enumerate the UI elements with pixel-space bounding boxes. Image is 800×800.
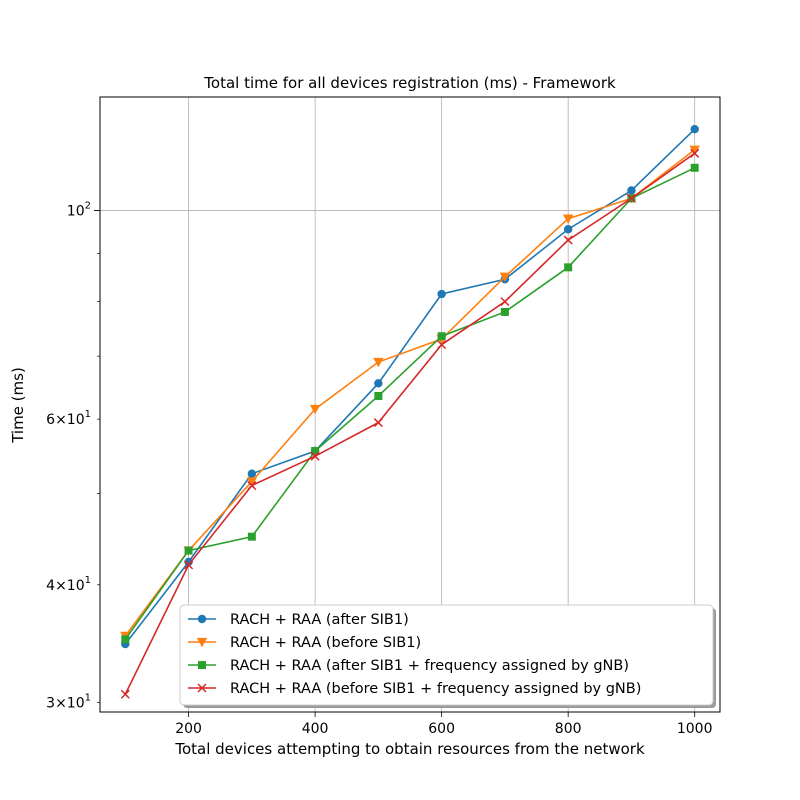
data-point (184, 560, 194, 570)
data-point (500, 297, 510, 307)
y-axis-title: Time (ms) (9, 367, 27, 444)
x-tick-label: 1000 (677, 721, 713, 737)
legend-entry: RACH + RAA (after SIB1 + frequency assig… (188, 658, 629, 674)
y-tick-label: 3×101 (46, 692, 91, 711)
data-point (247, 532, 256, 541)
data-point (309, 404, 321, 415)
data-point (690, 148, 700, 158)
data-point (562, 214, 574, 224)
data-point (374, 391, 383, 400)
data-point (120, 689, 130, 699)
y-tick-exp: 1 (85, 692, 91, 703)
series-4 (120, 148, 700, 699)
y-tick-base: 6 (46, 412, 55, 428)
y-tick-base: 4 (46, 578, 55, 594)
series-1 (121, 124, 699, 649)
legend-marker (197, 683, 207, 693)
y-tick-mult: × (55, 578, 67, 594)
y-tick-exp: 2 (85, 200, 91, 211)
data-point (121, 635, 130, 644)
y-tick-label: 4×101 (46, 575, 91, 594)
data-point (373, 357, 384, 368)
series-line (124, 167, 696, 640)
data-point (563, 225, 573, 234)
legend-label: RACH + RAA (after SIB1 + frequency assig… (230, 658, 629, 674)
y-tick-label: 102 (67, 200, 91, 219)
data-point (311, 447, 320, 456)
series-line (124, 152, 696, 695)
series-line (124, 149, 696, 637)
x-tick-label: 200 (175, 721, 202, 737)
series-2 (120, 145, 700, 642)
data-point (310, 451, 320, 461)
data-point (499, 272, 511, 283)
chart-title: Total time for all devices registration … (203, 74, 616, 92)
data-point (374, 379, 383, 388)
legend-marker (198, 661, 206, 669)
series-3 (121, 163, 699, 644)
data-point (500, 307, 509, 316)
data-point (246, 477, 258, 487)
x-tick-label: 400 (302, 721, 329, 737)
legend-entry: RACH + RAA (after SIB1) (188, 612, 409, 628)
data-point (564, 263, 573, 272)
data-point (247, 469, 257, 478)
legend-marker (197, 614, 207, 624)
x-axis-title: Total devices attempting to obtain resou… (174, 740, 645, 758)
data-point (184, 546, 193, 555)
legend-label: RACH + RAA (before SIB1 + frequency assi… (230, 681, 641, 697)
data-point (690, 163, 699, 172)
y-tick-base: 3 (46, 695, 55, 711)
data-point (563, 235, 573, 245)
y-tick-pow: 10 (67, 578, 85, 594)
data-point (437, 332, 446, 341)
legend-entry: RACH + RAA (before SIB1 + frequency assi… (188, 681, 641, 697)
data-point (437, 340, 447, 350)
legend-label: RACH + RAA (after SIB1) (230, 612, 409, 628)
series-layer (120, 124, 700, 699)
data-point (437, 289, 446, 299)
legend-entry: RACH + RAA (before SIB1) (188, 635, 421, 651)
plot-frame (99, 96, 721, 713)
legend-label: RACH + RAA (before SIB1) (230, 635, 421, 651)
data-point (247, 481, 257, 491)
y-tick-mult: × (55, 695, 67, 711)
x-axis: 200 400 600 800 1000 (175, 712, 713, 737)
y-tick-pow: 10 (67, 203, 85, 219)
data-point (690, 124, 699, 134)
y-tick-exp: 1 (85, 575, 91, 586)
legend-marker (196, 637, 208, 648)
data-point (689, 145, 700, 155)
x-tick-label: 600 (428, 721, 455, 737)
series-line (124, 128, 696, 645)
x-tick-label: 800 (555, 721, 582, 737)
y-tick-pow: 10 (67, 412, 85, 428)
data-point (627, 186, 636, 195)
y-tick-exp: 1 (85, 409, 91, 420)
data-point (184, 557, 193, 567)
y-tick-pow: 10 (67, 695, 85, 711)
legend-box (179, 604, 714, 706)
data-point (626, 193, 636, 203)
y-tick-label: 6×101 (46, 409, 91, 428)
y-tick-mult: × (55, 412, 67, 428)
data-point (373, 418, 383, 428)
legend: RACH + RAA (after SIB1) RACH + RAA (befor… (179, 604, 716, 708)
